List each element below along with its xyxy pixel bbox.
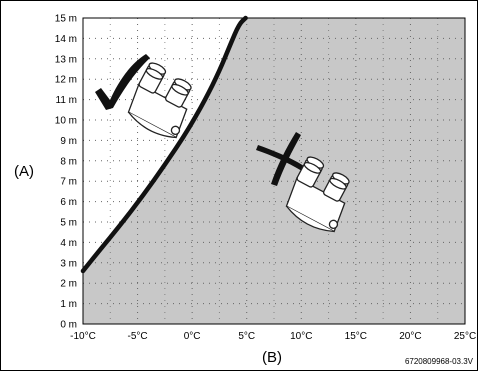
y-tick-label: 4 m	[60, 238, 77, 249]
x-tick-label: 0°C	[184, 331, 201, 342]
x-axis-label: (B)	[262, 349, 282, 366]
x-tick-label: 20°C	[399, 331, 421, 342]
x-tick-label: 10°C	[290, 331, 312, 342]
x-tick-label: -10°C	[70, 331, 96, 342]
figure-reference-code: 6720809968-03.3V	[405, 357, 474, 366]
x-tick-label: 5°C	[238, 331, 255, 342]
flue-adapter-icon	[285, 156, 350, 233]
x-tick-labels: -10°C -5°C 0°C 5°C 10°C 15°C 20°C 25°C	[70, 331, 476, 342]
x-tick-label: -5°C	[128, 331, 148, 342]
y-tick-labels: 0 m 1 m 2 m 3 m 4 m 5 m 6 m 7 m 8 m 9 m 10 m 11 m 12…	[55, 14, 77, 331]
plot-border	[82, 17, 466, 325]
y-tick-label: 11 m	[56, 95, 78, 106]
check-mark-icon	[95, 54, 150, 110]
y-tick-label: 12 m	[55, 75, 77, 86]
x-tick-label: 15°C	[345, 331, 367, 342]
y-tick-label: 9 m	[60, 136, 77, 147]
y-tick-label: 15 m	[55, 14, 77, 25]
shaded-region-layer	[83, 18, 465, 324]
y-tick-label: 2 m	[60, 279, 77, 290]
y-tick-label: 5 m	[60, 218, 77, 229]
y-axis-label: (A)	[14, 163, 34, 180]
y-tick-label: 0 m	[60, 320, 77, 331]
y-tick-label: 13 m	[55, 54, 77, 65]
shaded-region	[83, 18, 465, 324]
y-tick-label: 8 m	[60, 156, 77, 167]
x-tick-label: 25°C	[454, 331, 476, 342]
flue-adapter-icon	[127, 62, 192, 139]
y-tick-label: 3 m	[60, 258, 77, 269]
y-tick-label: 14 m	[55, 34, 77, 45]
y-tick-label: 6 m	[60, 197, 77, 208]
y-tick-label: 7 m	[60, 177, 77, 188]
grid-dots	[83, 18, 465, 324]
cross-mark-icon	[256, 132, 304, 186]
y-tick-label: 1 m	[60, 299, 77, 310]
y-tick-label: 10 m	[55, 116, 77, 127]
boundary-curve	[80, 15, 248, 274]
